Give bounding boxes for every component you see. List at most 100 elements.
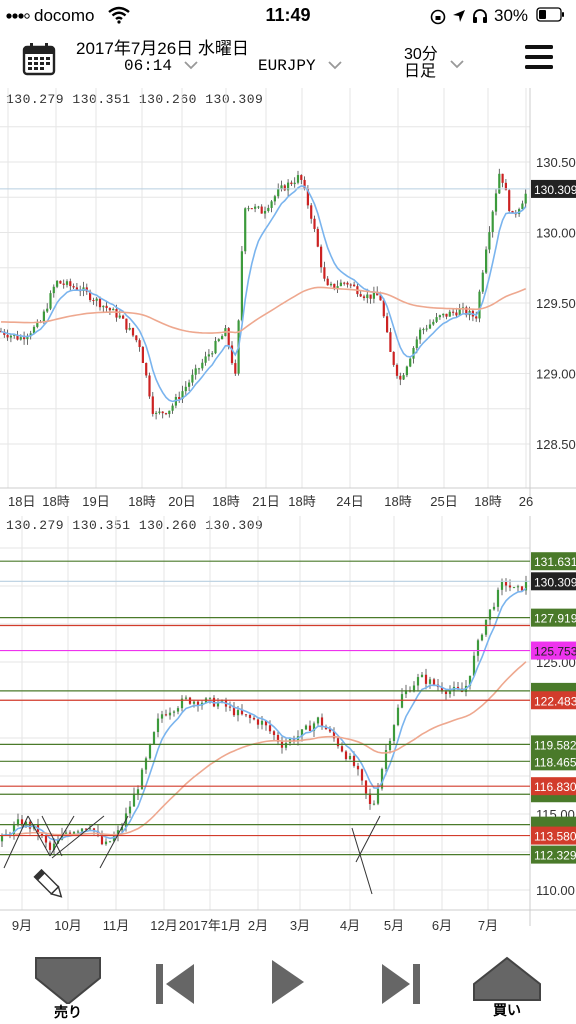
current-price-label: 130.309 [534, 183, 576, 197]
candle-body [135, 335, 138, 341]
candle-body [312, 723, 316, 731]
timeframe-primary: 30分 [404, 46, 438, 63]
price-chart-daily[interactable]: 115.00110.00125.00131.631130.309127.9191… [0, 516, 576, 944]
candle-body [256, 719, 260, 725]
candle-body [448, 311, 451, 317]
candle-body [485, 249, 488, 273]
candle-body [270, 201, 273, 208]
candle-body [240, 710, 244, 715]
candle-body [115, 308, 118, 318]
signal-icon [6, 13, 30, 19]
candle-body [320, 246, 323, 268]
candle-body [92, 828, 96, 832]
trend-line [41, 815, 63, 857]
candle-body [184, 386, 187, 392]
time-axis-label: 21日 [252, 494, 279, 509]
candle-body [372, 291, 375, 299]
pencil-icon[interactable] [33, 868, 64, 900]
time-axis-label: 6月 [432, 918, 452, 933]
candle-body [388, 740, 392, 751]
candle-body [293, 182, 296, 185]
timeframe-selector[interactable]: 30分 日足 [404, 46, 464, 80]
candle-body [416, 677, 420, 686]
candle-body [0, 835, 4, 842]
candle-body [42, 311, 45, 323]
candle-body [3, 331, 6, 335]
buy-button[interactable]: 買い [470, 956, 544, 1022]
candle-body [292, 738, 296, 741]
candle-body [366, 294, 369, 299]
candle-body [380, 768, 384, 789]
candle-body [300, 729, 304, 737]
symbol-selector[interactable]: EURJPY [258, 57, 342, 75]
time-axis-label: 18時 [42, 494, 69, 509]
candle-body [432, 321, 435, 325]
candle-body [125, 318, 128, 330]
battery-percent: 30% [494, 6, 529, 25]
candle-body [89, 291, 92, 301]
candle-body [481, 272, 484, 292]
candle-body [194, 368, 197, 375]
time-axis-label: 18時 [128, 494, 155, 509]
candle-body [108, 308, 111, 311]
current-price-tag [531, 179, 576, 198]
menu-icon[interactable] [525, 45, 553, 71]
play-icon[interactable] [268, 956, 308, 1008]
price-chart-30min[interactable]: 130.50 130.00 129.50 129.00 128.50 130.309 18日… [0, 88, 576, 516]
candle-body [9, 335, 12, 338]
candle-body [340, 746, 344, 752]
sell-label: 売り [54, 1004, 82, 1020]
calendar-icon[interactable] [22, 42, 56, 76]
skip-back-icon[interactable] [152, 958, 198, 1008]
bottom-toolbar: 売り 買い [0, 944, 576, 1024]
candle-body [52, 286, 55, 294]
candle-body [458, 308, 461, 316]
ema-slow-line [0, 286, 527, 334]
candle-body [250, 208, 253, 210]
candle-body [409, 358, 412, 367]
candle-body [389, 332, 392, 352]
skip-forward-icon[interactable] [378, 958, 424, 1008]
time-axis-label: 20日 [168, 494, 195, 509]
level-label: 127.919 [534, 612, 576, 626]
candle-body [95, 298, 98, 301]
candle-body [49, 293, 52, 309]
candle-body [395, 364, 399, 376]
candle-body [128, 806, 132, 814]
candle-body [329, 283, 333, 286]
candle-body [379, 295, 382, 301]
candle-body [440, 686, 444, 692]
candle-body [456, 686, 460, 689]
candle-body [320, 717, 324, 727]
candle-body [465, 307, 468, 316]
candle-body [136, 789, 140, 794]
time-selector[interactable]: 06:14 [124, 57, 199, 75]
candle-body [468, 675, 472, 686]
date-label[interactable]: 2017年7月26日 水曜日 [76, 39, 249, 58]
candle-body [306, 188, 309, 206]
candle-body [445, 313, 448, 317]
candle-body [84, 828, 88, 830]
level-label: 112.329 [534, 849, 576, 863]
candle-body [236, 710, 240, 716]
candle-body [247, 208, 250, 210]
candle-body [171, 405, 174, 411]
level-tag [531, 552, 576, 571]
candle-body [290, 182, 293, 185]
candle-body [244, 714, 248, 716]
candle-body [415, 339, 418, 348]
level-label: 131.631 [534, 555, 576, 569]
candle-body [343, 282, 346, 284]
candle-body [181, 391, 184, 399]
ohlc-readout: 130.279 130.351 130.260 130.309 [6, 92, 264, 107]
candle-body [268, 725, 272, 732]
level-tag [531, 826, 576, 845]
ema-fast-line [1, 587, 527, 841]
candle-body [353, 284, 356, 287]
candle-body [488, 231, 491, 250]
candle-body [424, 674, 428, 684]
level-label: 125.753 [534, 645, 576, 659]
candle-body [402, 375, 405, 380]
candle-body [348, 755, 352, 760]
sell-button[interactable]: 売り [30, 954, 106, 1020]
